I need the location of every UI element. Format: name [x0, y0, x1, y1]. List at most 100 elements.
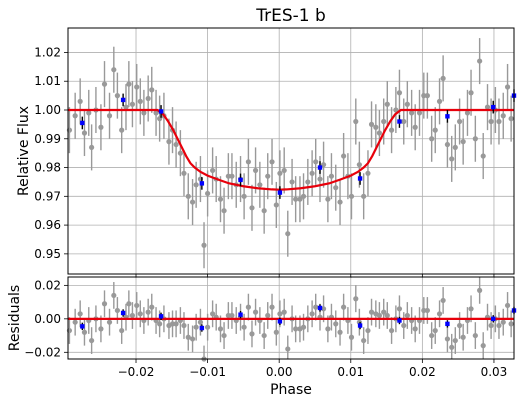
flux-raw-point	[404, 101, 410, 107]
flux-axes-frame	[67, 27, 515, 275]
x-tick-label: 0.02	[409, 365, 436, 379]
residuals-raw-point	[456, 322, 463, 329]
residuals-binned-point	[120, 310, 126, 316]
residuals-binned-point	[277, 319, 283, 324]
residuals-binned-point	[397, 318, 402, 323]
residuals-raw-point	[424, 307, 430, 314]
residuals-raw-point	[277, 311, 283, 317]
residuals-raw-point	[444, 336, 451, 342]
flux-raw-point	[504, 84, 511, 90]
flux-raw-point	[409, 110, 415, 116]
residuals-y-ticks: −0.02 0.00 0.02	[24, 278, 68, 359]
residuals-raw-point	[149, 304, 155, 310]
flux-raw-point	[356, 162, 362, 168]
flux-raw-point	[89, 144, 95, 151]
residuals-raw-point	[421, 307, 427, 314]
flux-raw-point	[468, 90, 474, 96]
flux-raw-point	[153, 110, 159, 116]
flux-y-tick-label: 1.00	[34, 103, 61, 117]
residuals-raw-point	[114, 307, 120, 314]
residuals-raw-point	[472, 332, 478, 339]
residuals-axes-frame	[67, 276, 515, 360]
residuals-raw-point	[348, 334, 355, 340]
flux-raw-point	[396, 90, 403, 96]
flux-raw-point	[373, 124, 379, 130]
flux-raw-point	[129, 101, 136, 107]
x-tick-label: 0.01	[337, 365, 364, 379]
flux-raw-point	[393, 107, 399, 113]
residuals-raw-point	[508, 321, 514, 327]
flux-raw-point	[181, 170, 187, 176]
flux-raw-point	[289, 179, 295, 185]
flux-raw-point	[229, 173, 235, 179]
flux-raw-point	[452, 144, 458, 151]
flux-raw-point	[145, 95, 151, 102]
residuals-raw-point	[488, 322, 494, 329]
residuals-raw-point	[333, 321, 339, 327]
flux-raw-point	[333, 185, 339, 191]
flux-raw-point	[204, 190, 211, 197]
flux-raw-point	[297, 196, 303, 202]
x-tick-label: 0.03	[481, 365, 508, 379]
chart-title: TrES-1 b	[255, 6, 326, 26]
flux-raw-point	[241, 193, 247, 199]
flux-raw-point	[81, 130, 88, 136]
residuals-raw-point	[449, 344, 455, 350]
flux-raw-point	[265, 173, 271, 179]
residuals-binned-point	[238, 312, 243, 317]
flux-binned-point	[397, 119, 402, 124]
flux-raw-point	[281, 167, 287, 174]
flux-binned-point	[120, 97, 126, 103]
flux-model-line	[68, 108, 514, 191]
flux-raw-point	[72, 113, 78, 119]
flux-raw-point	[166, 139, 172, 145]
residuals-y-axis-label: Residuals	[7, 285, 23, 351]
flux-raw-point	[353, 118, 359, 125]
residuals-x-ticks: −0.02 −0.01 0.00 0.01 0.02 0.03	[118, 359, 508, 379]
residuals-raw-point	[500, 319, 506, 325]
flux-raw-point	[477, 58, 483, 64]
flux-raw-point	[381, 118, 387, 125]
flux-raw-point	[421, 93, 427, 99]
residuals-raw-point	[77, 311, 83, 317]
flux-grid	[68, 28, 514, 274]
residuals-raw-point	[376, 312, 383, 319]
residuals-raw-point	[436, 311, 443, 317]
flux-raw-point	[126, 81, 132, 87]
flux-raw-point	[245, 159, 252, 165]
residuals-raw-point	[189, 336, 196, 342]
flux-binned-point	[277, 190, 283, 195]
x-tick-label: 0.00	[266, 365, 293, 379]
flux-y-tick-label: 0.99	[34, 132, 61, 146]
flux-raw-point	[348, 193, 355, 199]
flux-raw-point	[134, 84, 140, 90]
residuals-raw-point	[320, 306, 327, 312]
flux-raw-point	[440, 75, 446, 81]
flux-binned-point	[445, 114, 450, 119]
flux-raw-point	[119, 127, 125, 133]
residuals-raw-point	[72, 319, 78, 325]
flux-raw-point	[193, 182, 199, 188]
flux-raw-point	[432, 127, 438, 133]
residuals-raw-point	[381, 309, 387, 315]
flux-y-tick-label: 1.02	[34, 45, 61, 59]
x-tick-label: −0.02	[118, 365, 155, 379]
x-tick-label: −0.01	[189, 365, 226, 379]
residuals-raw-point	[245, 304, 252, 310]
residuals-raw-point	[477, 287, 483, 293]
flux-raw-point	[201, 242, 207, 248]
flux-raw-point	[185, 193, 191, 199]
residuals-raw-point	[241, 324, 247, 330]
flux-binned-point	[199, 181, 205, 186]
x-axis-label: Phase	[270, 382, 312, 398]
residuals-panel: −0.02 0.00 0.02 −0.02 −0.01 0.00 0.01 0.02 0.03…	[7, 276, 517, 398]
residuals-raw-point	[173, 321, 179, 327]
residuals-y-tick-label: 0.02	[34, 278, 61, 292]
residuals-raw-point	[401, 322, 407, 329]
residuals-raw-point	[452, 337, 458, 344]
residuals-raw-point	[293, 326, 299, 332]
flux-raw-point	[472, 136, 478, 142]
flux-raw-point	[500, 113, 506, 119]
flux-binned-point	[80, 120, 85, 126]
residuals-raw-point	[185, 334, 191, 340]
